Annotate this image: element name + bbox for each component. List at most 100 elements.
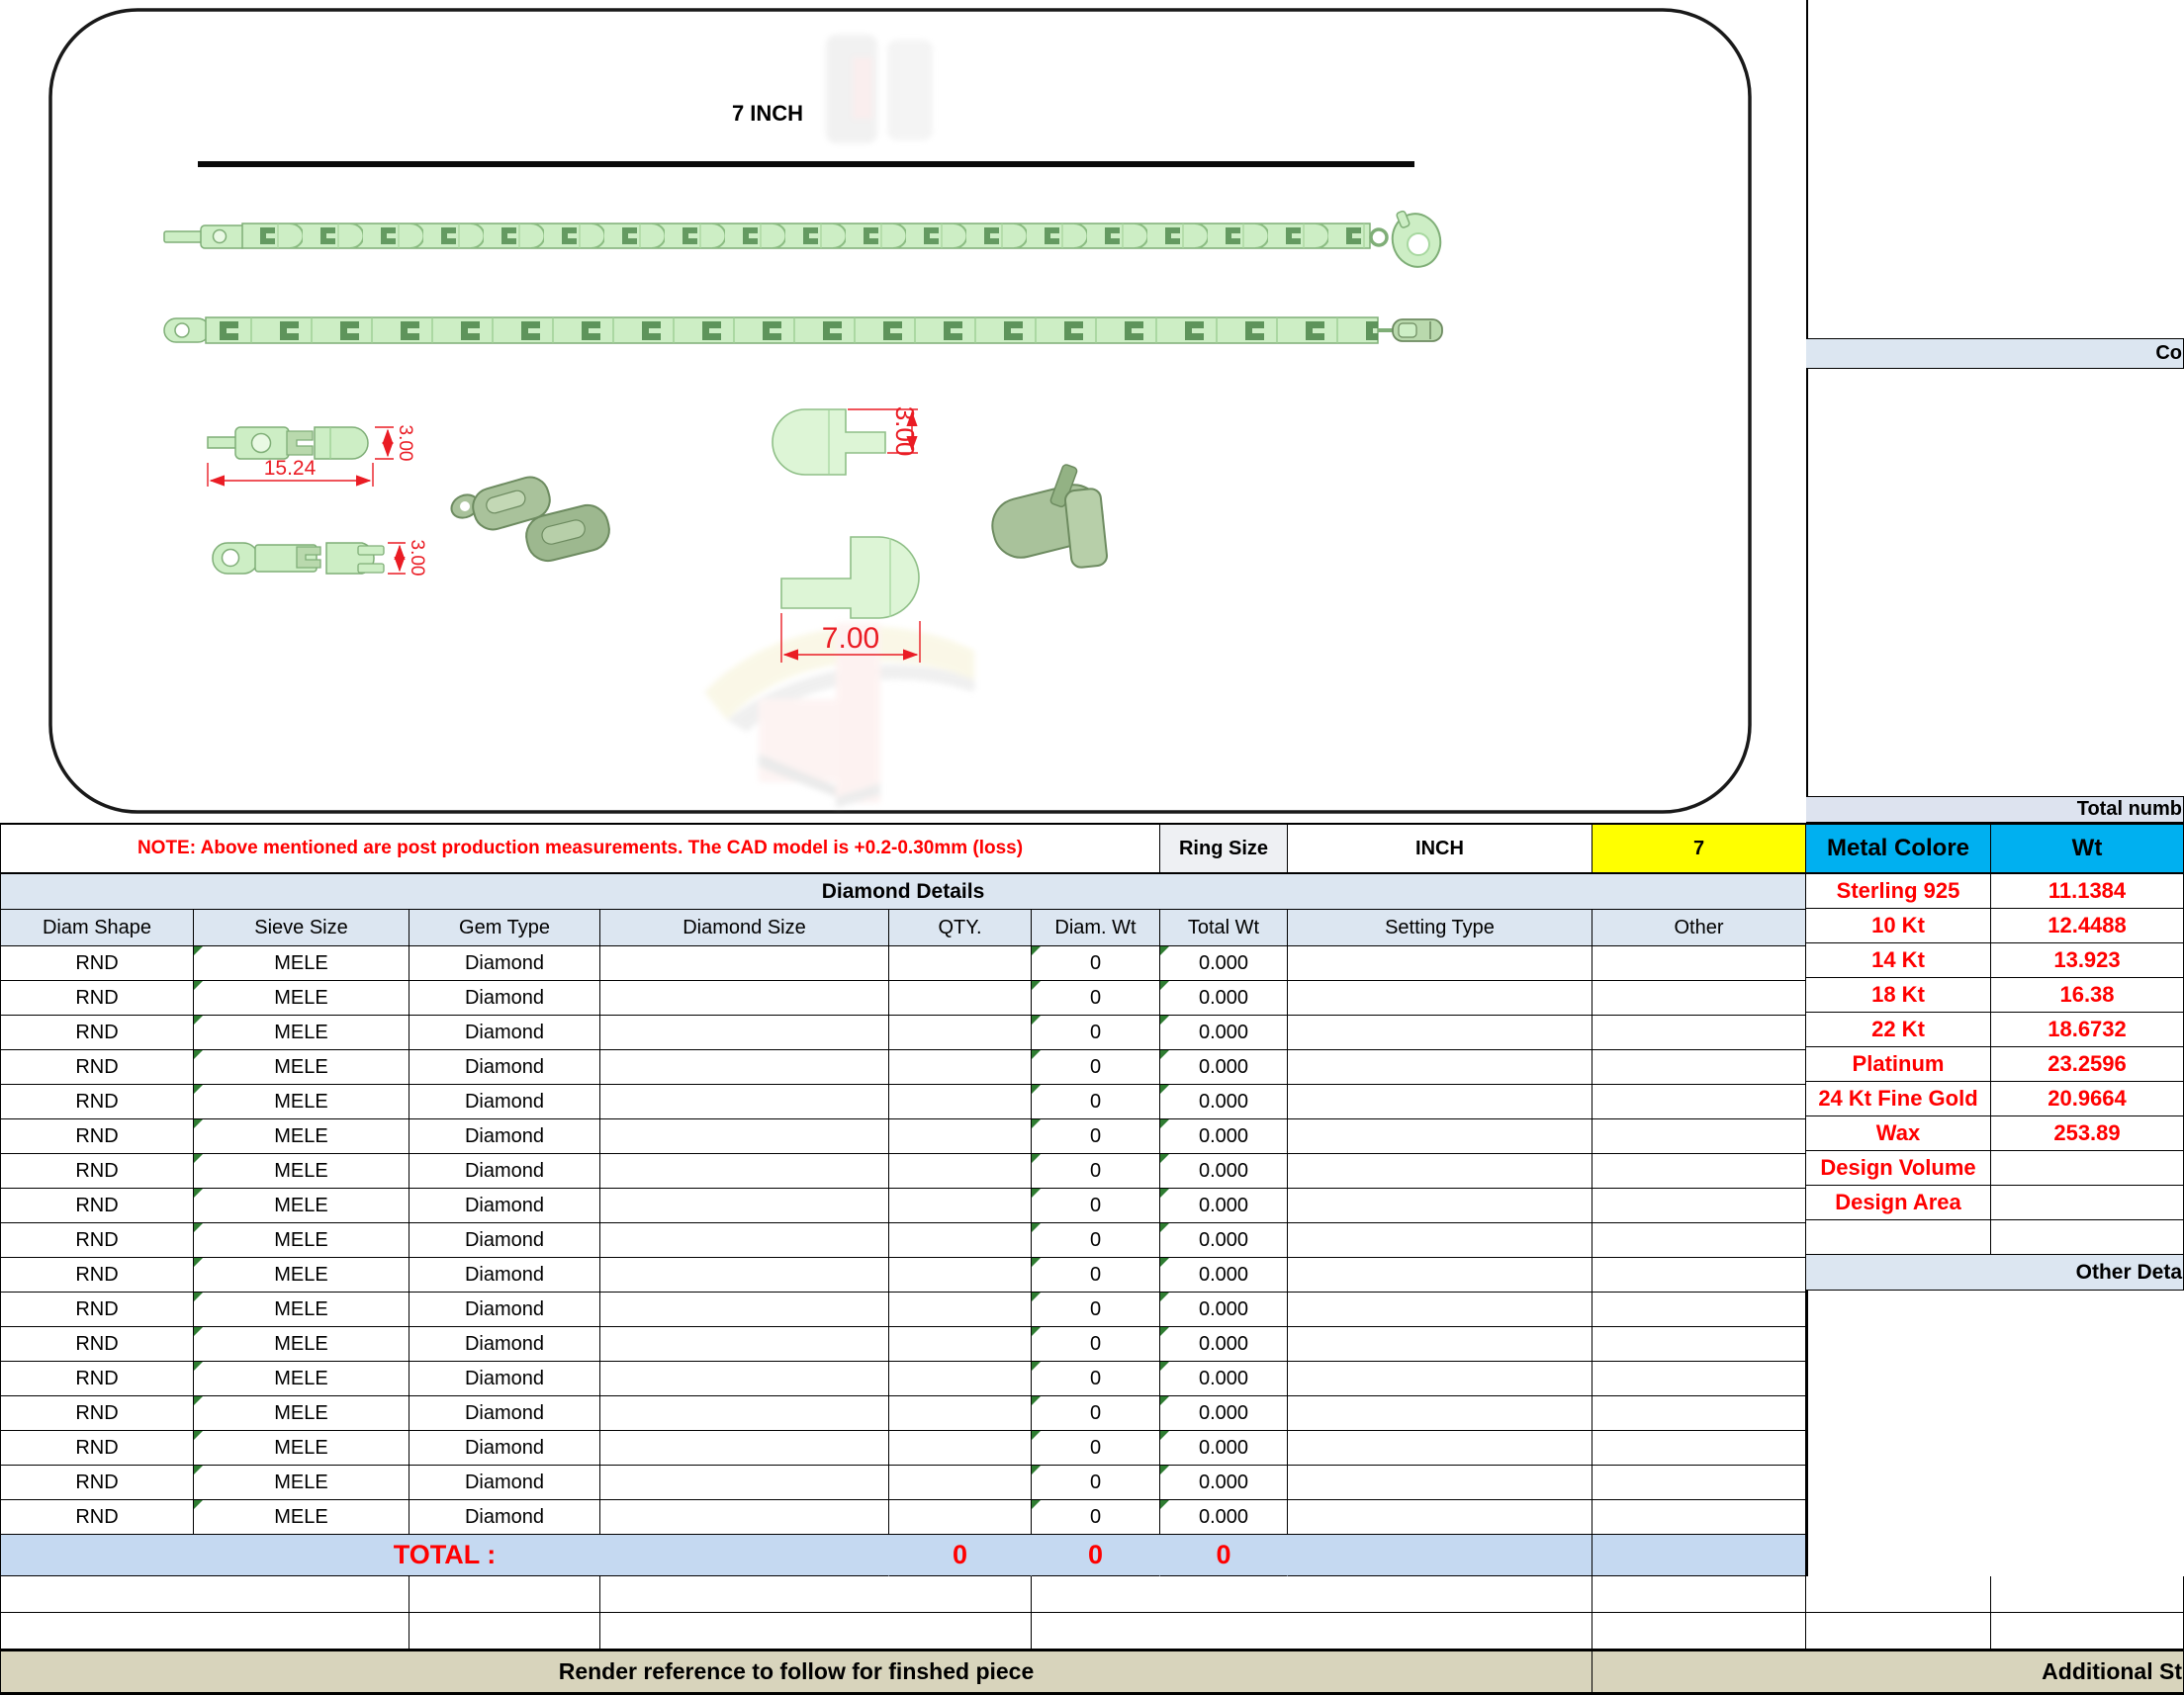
cell-gem-type[interactable]: Diamond [410,1466,600,1500]
metal-weight[interactable]: 23.2596 [1991,1047,2184,1082]
cell-qty[interactable] [889,1293,1032,1327]
right-empty-row[interactable] [1806,1576,2184,1613]
cell-sieve-size[interactable]: MELE [194,1466,410,1500]
cell-sieve-size[interactable]: MELE [194,1189,410,1223]
cell-other[interactable] [1592,1050,1806,1085]
cell-setting-type[interactable] [1288,1500,1592,1535]
cell-total-wt[interactable]: 0.000 [1160,1050,1288,1085]
right-empty-row[interactable] [1806,1613,2184,1650]
cell-gem-type[interactable]: Diamond [410,1258,600,1293]
cell-gem-type[interactable]: Diamond [410,1223,600,1258]
metal-weight[interactable]: 20.9664 [1991,1082,2184,1116]
cell-diam-shape[interactable]: RND [0,1327,194,1362]
cell-other[interactable] [1592,1223,1806,1258]
cell-qty[interactable] [889,1327,1032,1362]
cell-gem-type[interactable]: Diamond [410,1119,600,1154]
cell-diam-shape[interactable]: RND [0,1396,194,1431]
cell-setting-type[interactable] [1288,1189,1592,1223]
cell-diam-wt[interactable]: 0 [1032,1293,1160,1327]
cell-total-wt[interactable]: 0.000 [1160,1500,1288,1535]
cell-sieve-size[interactable]: MELE [194,1362,410,1396]
cell-sieve-size[interactable]: MELE [194,1085,410,1119]
cell-qty[interactable] [889,1085,1032,1119]
cell-qty[interactable] [889,1016,1032,1050]
cell-setting-type[interactable] [1288,981,1592,1016]
cell-diamond-size[interactable] [600,1466,889,1500]
cell-setting-type[interactable] [1288,1258,1592,1293]
cell-diam-wt[interactable]: 0 [1032,1327,1160,1362]
cell-setting-type[interactable] [1288,946,1592,981]
cell-setting-type[interactable] [1288,1466,1592,1500]
cell-qty[interactable] [889,1189,1032,1223]
cell-sieve-size[interactable]: MELE [194,946,410,981]
cell-diamond-size[interactable] [600,981,889,1016]
cell-qty[interactable] [889,1362,1032,1396]
cell-diam-wt[interactable]: 0 [1032,1223,1160,1258]
cell-other[interactable] [1592,981,1806,1016]
cell-diam-wt[interactable]: 0 [1032,1396,1160,1431]
cell-other[interactable] [1592,1258,1806,1293]
cell-qty[interactable] [889,1050,1032,1085]
metal-weight[interactable]: 18.6732 [1991,1013,2184,1047]
cell-other[interactable] [1592,1362,1806,1396]
cell-setting-type[interactable] [1288,1050,1592,1085]
cell-setting-type[interactable] [1288,1362,1592,1396]
cell-total-wt[interactable]: 0.000 [1160,1119,1288,1154]
cell-sieve-size[interactable]: MELE [194,1154,410,1189]
cell-sieve-size[interactable]: MELE [194,1431,410,1466]
cell-setting-type[interactable] [1288,1154,1592,1189]
cell-diamond-size[interactable] [600,1293,889,1327]
cell-other[interactable] [1592,1016,1806,1050]
cell-diam-shape[interactable]: RND [0,946,194,981]
empty-row[interactable] [0,1613,1806,1650]
cell-total-wt[interactable]: 0.000 [1160,1085,1288,1119]
cell-gem-type[interactable]: Diamond [410,1085,600,1119]
cell-diamond-size[interactable] [600,1396,889,1431]
cell-total-wt[interactable]: 0.000 [1160,1223,1288,1258]
cell-total-wt[interactable]: 0.000 [1160,1362,1288,1396]
cell-diamond-size[interactable] [600,1362,889,1396]
cell-diam-wt[interactable]: 0 [1032,981,1160,1016]
cell-diamond-size[interactable] [600,1327,889,1362]
cell-diamond-size[interactable] [600,1085,889,1119]
ring-size-value[interactable]: 7 [1592,823,1806,874]
cell-diam-shape[interactable]: RND [0,1500,194,1535]
cell-diamond-size[interactable] [600,1223,889,1258]
cell-other[interactable] [1592,1431,1806,1466]
cell-sieve-size[interactable]: MELE [194,981,410,1016]
cell-gem-type[interactable]: Diamond [410,946,600,981]
cell-total-wt[interactable]: 0.000 [1160,1396,1288,1431]
cell-gem-type[interactable]: Diamond [410,1050,600,1085]
cell-diam-wt[interactable]: 0 [1032,1362,1160,1396]
cell-diam-shape[interactable]: RND [0,1258,194,1293]
cell-setting-type[interactable] [1288,1085,1592,1119]
cell-diamond-size[interactable] [600,1258,889,1293]
cell-diam-wt[interactable]: 0 [1032,1258,1160,1293]
cell-other[interactable] [1592,1293,1806,1327]
cell-sieve-size[interactable]: MELE [194,1223,410,1258]
cell-other[interactable] [1592,1154,1806,1189]
metal-weight[interactable] [1991,1151,2184,1186]
cell-diam-shape[interactable]: RND [0,1293,194,1327]
cell-diam-wt[interactable]: 0 [1032,1466,1160,1500]
cell-diam-wt[interactable]: 0 [1032,1050,1160,1085]
cell-other[interactable] [1592,1085,1806,1119]
cell-other[interactable] [1592,1189,1806,1223]
cell-sieve-size[interactable]: MELE [194,1293,410,1327]
cell-sieve-size[interactable]: MELE [194,1119,410,1154]
metal-weight[interactable]: 11.1384 [1991,874,2184,909]
cell-diamond-size[interactable] [600,1050,889,1085]
cell-setting-type[interactable] [1288,1396,1592,1431]
metal-weight[interactable]: 12.4488 [1991,909,2184,943]
cell-qty[interactable] [889,1431,1032,1466]
cell-diam-shape[interactable]: RND [0,1050,194,1085]
cell-qty[interactable] [889,946,1032,981]
cell-gem-type[interactable]: Diamond [410,981,600,1016]
cell-sieve-size[interactable]: MELE [194,1396,410,1431]
cell-setting-type[interactable] [1288,1016,1592,1050]
cell-qty[interactable] [889,981,1032,1016]
metal-weight[interactable]: 13.923 [1991,943,2184,978]
cell-qty[interactable] [889,1119,1032,1154]
cell-diam-shape[interactable]: RND [0,1189,194,1223]
cell-other[interactable] [1592,946,1806,981]
